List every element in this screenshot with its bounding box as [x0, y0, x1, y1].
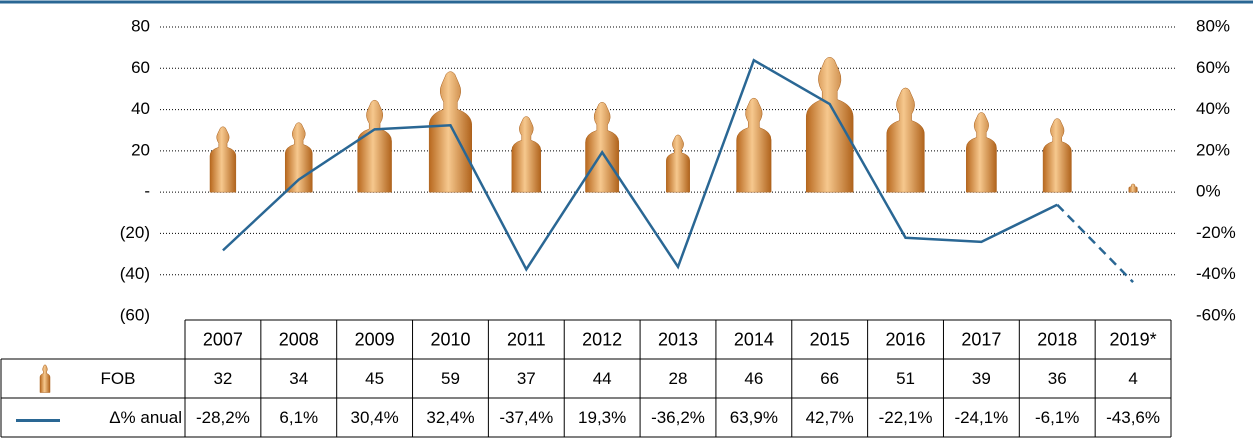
table-value: 4 — [1128, 369, 1137, 388]
table-value: 30,4% — [351, 408, 399, 427]
y2-tick-label: 60% — [1196, 58, 1230, 77]
legend-label: FOB — [101, 369, 136, 388]
table-value: -22,1% — [879, 408, 933, 427]
ampoule-bar — [429, 72, 472, 193]
x-category-label: 2016 — [886, 329, 926, 349]
table-value: 36 — [1048, 369, 1067, 388]
y-tick-label: 40 — [131, 99, 150, 118]
ampoule-bar — [586, 102, 619, 192]
ampoule-bar — [358, 100, 392, 192]
table-value: 39 — [972, 369, 991, 388]
table-value: -28,2% — [196, 408, 250, 427]
table-value: 42,7% — [806, 408, 854, 427]
ampoule-bar — [512, 117, 541, 193]
y-tick-label: (40) — [120, 264, 150, 283]
line — [223, 60, 1057, 269]
ampoule-bar — [1043, 119, 1071, 193]
x-category-label: 2017 — [961, 329, 1001, 349]
ampoule-bar — [1129, 184, 1137, 192]
table-value: 44 — [593, 369, 612, 388]
y2-tick-label: -60% — [1196, 305, 1236, 324]
ampoule-bar — [285, 123, 312, 192]
table-value: 59 — [441, 369, 460, 388]
legend-icon — [40, 365, 50, 393]
x-category-label: 2007 — [203, 329, 243, 349]
ampoule-bar — [966, 112, 996, 192]
y2-tick-label: 80% — [1196, 16, 1230, 35]
y-tick-label: 60 — [131, 58, 150, 77]
table-value: 51 — [896, 369, 915, 388]
y-tick-label: (60) — [120, 305, 150, 324]
ampoule-bar — [666, 135, 689, 192]
x-category-label: 2009 — [355, 329, 395, 349]
y-tick-label: (20) — [120, 223, 150, 242]
y2-tick-label: 0% — [1196, 182, 1221, 201]
ampoule-bar — [210, 127, 236, 192]
legend-label: Δ% anual — [109, 408, 182, 427]
x-category-label: 2012 — [582, 329, 622, 349]
table-value: -43,6% — [1106, 408, 1160, 427]
y-tick-label: 20 — [131, 140, 150, 159]
ampoule-bar — [806, 57, 853, 192]
y-tick-label: - — [144, 182, 150, 201]
x-category-label: 2018 — [1037, 329, 1077, 349]
x-category-label: 2019* — [1110, 329, 1157, 349]
x-category-label: 2013 — [658, 329, 698, 349]
x-category-label: 2014 — [734, 329, 774, 349]
line-projection — [1057, 205, 1133, 282]
table-value: 6,1% — [279, 408, 318, 427]
y-tick-label: 80 — [131, 16, 150, 35]
table-value: -6,1% — [1035, 408, 1079, 427]
table-value: -37,4% — [499, 408, 553, 427]
ampoule-bar — [887, 88, 925, 192]
table-value: -36,2% — [651, 408, 705, 427]
ampoule-bar — [737, 98, 772, 192]
table-value: 34 — [289, 369, 308, 388]
table-value: 66 — [820, 369, 839, 388]
x-category-label: 2015 — [810, 329, 850, 349]
x-category-label: 2011 — [507, 329, 546, 349]
table-value: 46 — [744, 369, 763, 388]
y2-tick-label: -20% — [1196, 223, 1236, 242]
table-value: 28 — [669, 369, 688, 388]
table-value: 19,3% — [578, 408, 626, 427]
x-category-label: 2010 — [430, 329, 470, 349]
table-value: 37 — [517, 369, 536, 388]
table-value: 63,9% — [730, 408, 778, 427]
table-value: 45 — [365, 369, 384, 388]
y2-tick-label: 40% — [1196, 99, 1230, 118]
chart: 80 60 40 20 - (20) (40) (60) 80% 60% 40% 20% 0% -20% -… — [0, 0, 1253, 439]
table-value: -24,1% — [954, 408, 1008, 427]
table-value: 32,4% — [426, 408, 474, 427]
x-category-label: 2008 — [279, 329, 319, 349]
y2-tick-label: -40% — [1196, 264, 1236, 283]
y2-tick-label: 20% — [1196, 140, 1230, 159]
table-value: 32 — [213, 369, 232, 388]
